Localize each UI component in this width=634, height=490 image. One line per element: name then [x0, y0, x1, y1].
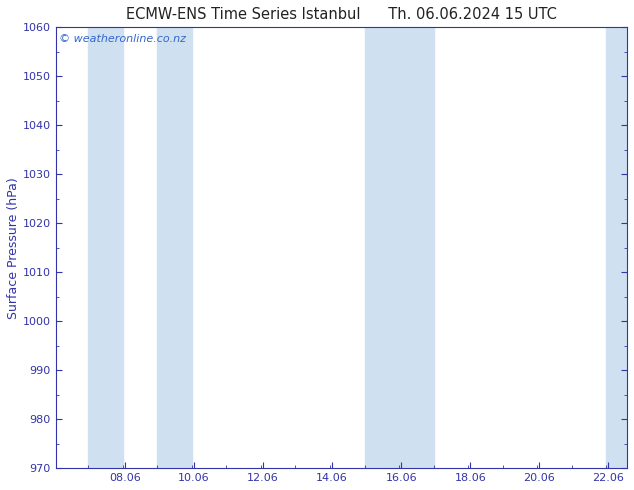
Text: © weatheronline.co.nz: © weatheronline.co.nz [58, 34, 186, 44]
Bar [365, 27, 399, 468]
Title: ECMW-ENS Time Series Istanbul      Th. 06.06.2024 15 UTC: ECMW-ENS Time Series Istanbul Th. 06.06.… [126, 7, 557, 22]
Bar [399, 27, 434, 468]
Bar [157, 27, 192, 468]
Bar [606, 27, 627, 468]
Y-axis label: Surface Pressure (hPa): Surface Pressure (hPa) [7, 177, 20, 318]
Bar [88, 27, 123, 468]
